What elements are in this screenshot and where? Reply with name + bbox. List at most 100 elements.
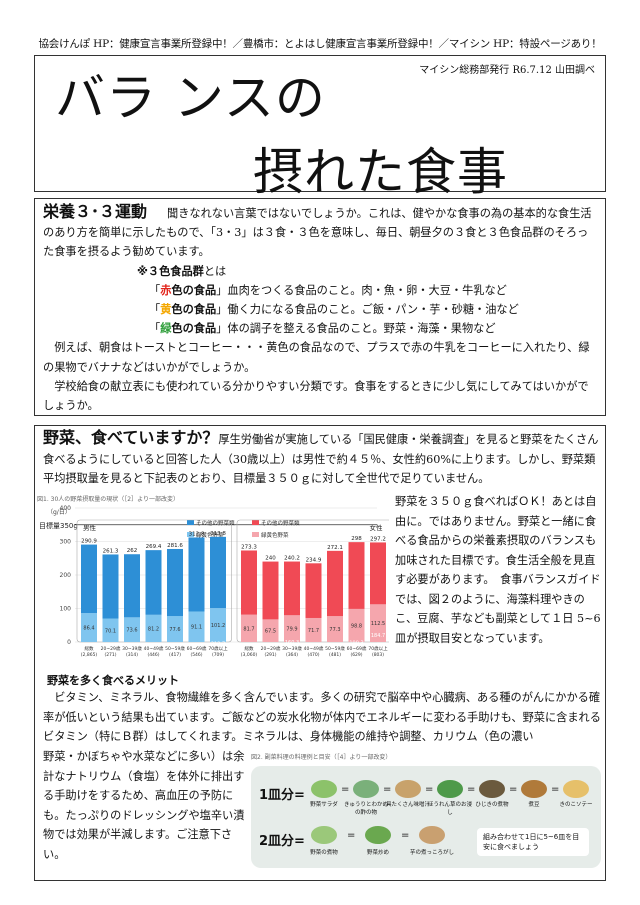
chart-xcount: (803) [372, 652, 384, 658]
chart-bar-other [102, 554, 119, 619]
chart-bar-green-yellow [241, 614, 257, 642]
chart-xcount: (629) [350, 652, 362, 658]
chart-xcount: (546) [190, 652, 202, 658]
chart-xtick: 50~59歳 [165, 645, 185, 652]
chart-value-other: 184.7 [371, 633, 385, 639]
chart-value-gy: 98.8 [351, 623, 362, 629]
food-group-green: 「緑色の食品」体の調子を整える食品のこと。野菜・海藻・果物など [149, 322, 496, 336]
chart-value-total: 269.4 [146, 544, 162, 550]
food-group-red: 「赤色の食品」血肉をつくる食品のこと。肉・魚・卵・大豆・牛乳など [149, 283, 507, 297]
chart-bar-green-yellow [210, 608, 226, 642]
chart-xtick: 60~69歳 [187, 645, 207, 652]
chart-value-other: 172.6 [263, 646, 277, 652]
section1-para3: 学校給食の献立表にも使われている分かりやすい分類です。食事をするときに少し気にし… [43, 379, 589, 413]
chart-value-total: 240 [265, 556, 276, 562]
equals-sign: = [401, 830, 410, 841]
chart-value-total: 272.1 [327, 545, 343, 551]
chart-value-gy: 73.6 [126, 628, 137, 634]
equals-sign: = [551, 784, 560, 795]
chart-xcount: (446) [147, 652, 159, 658]
dish-name: 芋の煮っころがし [410, 850, 455, 856]
legend-label: その他の野菜類 [196, 519, 235, 527]
chart-value-total: 234.9 [306, 557, 322, 563]
legend-swatch-male-gy [187, 532, 194, 537]
equals-sign: = [509, 784, 518, 795]
chart-bar-green-yellow [284, 615, 300, 642]
chart-xcount: (314) [126, 652, 138, 658]
merit-text: ビタミン、ミネラル、食物繊維を多く含んでいます。多くの研究で脳卒中や心臓病、ある… [43, 691, 601, 743]
chart-xcount: (709) [212, 652, 224, 658]
chart-value-gy: 112.5 [371, 621, 385, 627]
chart-value-other: 191.2 [103, 649, 117, 655]
dish-image [419, 826, 445, 844]
chart-value-other: 193 [149, 645, 159, 651]
equals-sign: = [341, 784, 350, 795]
chart-xtick: 30~39歳 [282, 645, 302, 652]
chart-bar-other [305, 563, 322, 618]
chart-value-total: 281.6 [167, 543, 183, 549]
chart-bar-green-yellow [327, 616, 343, 642]
chart-value-gy: 71.7 [308, 628, 319, 634]
chart-bar-green-yellow [81, 613, 97, 642]
chart-value-gy: 86.4 [83, 626, 94, 632]
merit-heading: 野菜を多く食べるメリット [47, 674, 179, 687]
dish-image [311, 780, 337, 798]
dish-name: きゅうりとわかめの酢の物 [344, 802, 389, 816]
chart-xcount: (417) [169, 652, 181, 658]
chart-bar-green-yellow [145, 614, 162, 642]
section2-intro: 野菜、食べていますか？厚生労働省が実施している「国民健康・栄養調査」を見ると野菜… [43, 428, 601, 489]
chart-bar-green-yellow [102, 618, 119, 642]
chart-group-label: 男性 [83, 523, 97, 532]
section1-intro-text: 聞きなれない言葉ではないでしょうか。これは、健やかな食事の為の基本的な食生活のあ… [43, 207, 592, 259]
chart-xcount: (481) [329, 652, 341, 658]
chart-bar-other [188, 537, 205, 612]
chart-xcount: (2,865) [81, 652, 98, 658]
section1-heading: 栄養３･３運動 [43, 202, 148, 221]
dish-image [311, 826, 337, 844]
chart-bar-other [167, 548, 183, 617]
dish-image [521, 780, 547, 798]
chart-bar-green-yellow [262, 619, 279, 642]
chart-xcount: (470) [307, 652, 319, 658]
chart-bar-other [262, 561, 279, 620]
chart-bar-other [348, 542, 365, 609]
title-line-2: 摂れた食事 [253, 143, 508, 201]
chart-value-gy: 77.6 [169, 627, 180, 633]
chart-value-other: 212.7 [211, 642, 225, 648]
chart-bar-other [370, 542, 386, 605]
legend-swatch-female-gy [252, 532, 259, 537]
chart-bar-other [124, 554, 140, 618]
equals-sign: = [347, 830, 356, 841]
section1-intro: 栄養３･３運動 聞きなれない言葉ではないでしょうか。これは、健やかな食事の為の基本… [43, 202, 597, 262]
chart-value-other: 188.4 [125, 647, 139, 653]
chart-value-total: 262 [127, 548, 138, 554]
chart-value-total: 273.3 [241, 544, 257, 550]
chart-xcount: (271) [104, 652, 116, 658]
chart-ylabel: （g/日） [47, 509, 71, 516]
dish-name: ひじきの煮物 [475, 802, 509, 808]
chart-xtick: 総数 [245, 645, 254, 652]
food-group-list: ※３色食品群とは 「赤色の食品」血肉をつくる食品のこと。肉・魚・卵・大豆・牛乳な… [43, 262, 597, 339]
dish-name: 野菜サラダ [310, 802, 338, 808]
chart-bar-other [81, 544, 97, 614]
dish-image [365, 826, 391, 844]
chart-value-total: 312.8 [189, 531, 205, 537]
chart-xtick: 70歳以上 [208, 645, 228, 652]
chart-xcount: (364) [286, 652, 298, 658]
title-box: マイシン総務部発行 R6.7.12 山田調べ バラ ンスの 摂れた食事 [34, 55, 606, 201]
chart-value-other: 204.4 [82, 645, 96, 651]
chart-ytick: 0 [67, 639, 71, 646]
section2-heading: 野菜、食べていますか？ [43, 428, 219, 447]
chart-xtick: 総数 [85, 645, 94, 652]
dish-name: ほうれん草のお浸し [428, 802, 473, 816]
chart-bar-other [210, 536, 226, 609]
legend-label: 緑黄色野菜 [261, 531, 289, 539]
equals-sign: = [425, 784, 434, 795]
chart-bar-green-yellow [305, 617, 322, 642]
dish-name: 野菜の煮物 [310, 850, 338, 856]
guide-row1-label: 1皿分= [259, 788, 305, 803]
header-topline: 協会けんぽ HP：健康宣言事業所登録中！／豊橋市：とよはし健康宣言事業所登録中！… [38, 38, 602, 50]
publisher-info: マイシン総務部発行 R6.7.12 山田調べ [419, 65, 595, 76]
chart-value-gy: 91.1 [191, 625, 202, 631]
